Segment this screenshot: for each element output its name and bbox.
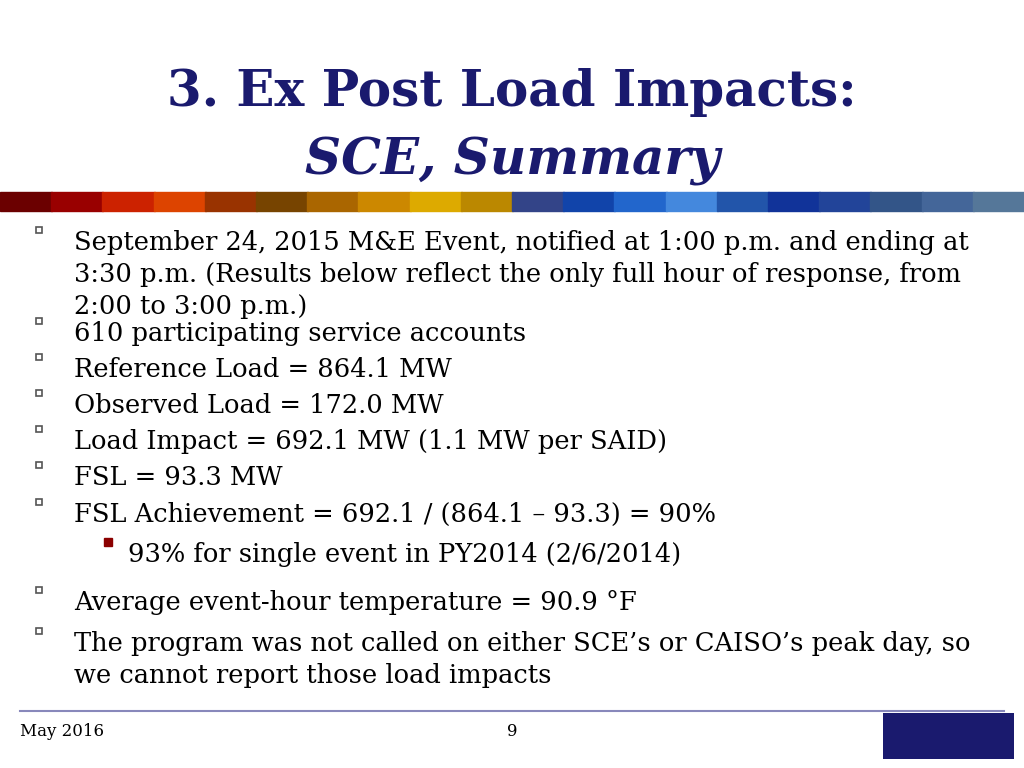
Text: A S S O C I A T E S: A S S O C I A T E S	[913, 733, 983, 742]
Bar	[154, 192, 206, 211]
Text: SCE, Summary: SCE, Summary	[304, 137, 720, 186]
Bar	[461, 192, 513, 211]
Text: The program was not called on either SCE’s or CAISO’s peak day, so
we cannot rep: The program was not called on either SCE…	[74, 631, 970, 688]
Text: Average event-hour temperature = 90.9 °F: Average event-hour temperature = 90.9 °F	[74, 590, 637, 615]
Bar	[666, 192, 718, 211]
Bar	[922, 192, 974, 211]
Text: CHRISTENSEN: CHRISTENSEN	[909, 721, 987, 732]
Bar	[256, 192, 308, 211]
Text: May 2016: May 2016	[20, 723, 104, 740]
Bar	[819, 192, 871, 211]
Bar	[0, 192, 52, 211]
Text: 3. Ex Post Load Impacts:: 3. Ex Post Load Impacts:	[167, 68, 857, 117]
FancyBboxPatch shape	[883, 713, 1014, 759]
Bar	[614, 192, 667, 211]
Text: 93% for single event in PY2014 (2/6/2014): 93% for single event in PY2014 (2/6/2014…	[128, 542, 681, 568]
Text: 610 participating service accounts: 610 participating service accounts	[74, 321, 526, 346]
Text: Reference Load = 864.1 MW: Reference Load = 864.1 MW	[74, 357, 452, 382]
Text: FSL = 93.3 MW: FSL = 93.3 MW	[74, 465, 283, 491]
Bar	[307, 192, 359, 211]
Text: 9: 9	[507, 723, 517, 740]
Bar	[358, 192, 411, 211]
Bar	[512, 192, 564, 211]
Bar	[768, 192, 820, 211]
Text: September 24, 2015 M&E Event, notified at 1:00 p.m. and ending at
3:30 p.m. (Res: September 24, 2015 M&E Event, notified a…	[74, 230, 969, 319]
Bar	[973, 192, 1024, 211]
Bar	[205, 192, 257, 211]
Text: FSL Achievement = 692.1 / (864.1 – 93.3) = 90%: FSL Achievement = 692.1 / (864.1 – 93.3)…	[74, 502, 716, 527]
Bar	[102, 192, 155, 211]
Text: Observed Load = 172.0 MW: Observed Load = 172.0 MW	[74, 393, 443, 419]
Bar	[717, 192, 769, 211]
Text: ENERGY CONSULTING: ENERGY CONSULTING	[907, 743, 989, 752]
Bar	[51, 192, 103, 211]
Bar	[870, 192, 923, 211]
Bar	[563, 192, 615, 211]
Text: Load Impact = 692.1 MW (1.1 MW per SAID): Load Impact = 692.1 MW (1.1 MW per SAID)	[74, 429, 667, 455]
Bar	[410, 192, 462, 211]
